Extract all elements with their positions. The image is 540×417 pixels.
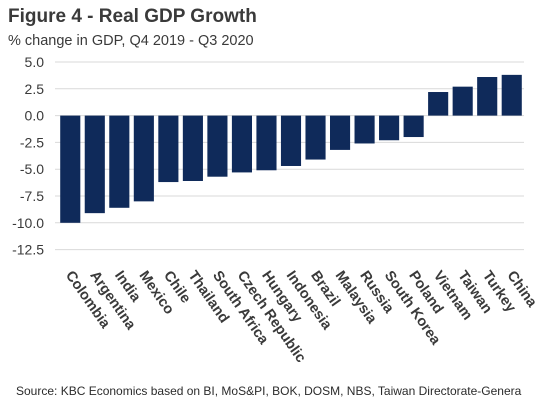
chart-subtitle: % change in GDP, Q4 2019 - Q3 2020 <box>8 33 254 49</box>
bar-russia <box>354 115 375 144</box>
y-tick-label: -10.0 <box>12 215 44 231</box>
bar-south-africa <box>207 115 228 177</box>
y-tick-label: 5.0 <box>25 54 45 70</box>
bars <box>60 74 522 223</box>
bar-mexico <box>133 115 154 202</box>
chart-title: Figure 4 - Real GDP Growth <box>8 6 257 27</box>
source-note: Source: KBC Economics based on BI, MoS&P… <box>16 384 522 398</box>
bar-taiwan <box>452 86 473 116</box>
bar-czech-republic <box>231 115 253 173</box>
y-tick-label: -12.5 <box>12 242 44 258</box>
bar-chile <box>158 115 179 183</box>
bar-vietnam <box>428 92 449 116</box>
bar-thailand <box>182 115 203 181</box>
bar-colombia <box>60 115 81 223</box>
bar-hungary <box>256 115 277 171</box>
bar-brazil <box>305 115 326 160</box>
bar-argentina <box>84 115 105 214</box>
x-axis-ticks: ColombiaArgentinaIndiaMexicoChileThailan… <box>62 268 540 366</box>
y-tick-label: -5.0 <box>20 161 44 177</box>
y-tick-label: 0.0 <box>25 108 45 124</box>
y-tick-label: 2.5 <box>25 81 45 97</box>
y-axis-ticks: 5.0 2.5 0.0 -2.5 -5.0 -7.5 -10.0 -12.5 <box>12 54 44 258</box>
y-tick-label: -7.5 <box>20 188 44 204</box>
y-tick-label: -2.5 <box>20 134 44 150</box>
bar-malaysia <box>329 115 351 150</box>
bar-south-korea <box>379 115 400 141</box>
bar-chart: 5.0 2.5 0.0 -2.5 -5.0 -7.5 -10.0 -12.5 Colombia… <box>12 54 540 366</box>
bar-india <box>109 115 130 208</box>
bar-turkey <box>477 77 498 116</box>
bar-china <box>501 74 522 116</box>
bar-poland <box>403 115 424 138</box>
bar-indonesia <box>280 115 302 166</box>
